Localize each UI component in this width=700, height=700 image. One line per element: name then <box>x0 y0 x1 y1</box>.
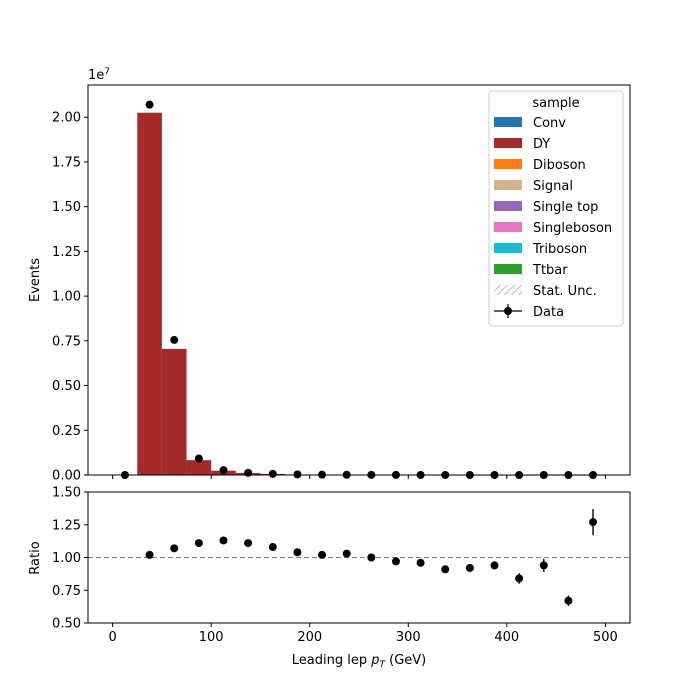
ratio-y-axis-label: Ratio <box>28 541 43 574</box>
x-tick-label: 500 <box>593 630 618 645</box>
main-y-tick-label: 0.00 <box>52 469 81 484</box>
legend-label: Conv <box>533 116 566 131</box>
ratio-point <box>416 558 425 567</box>
legend-swatch-hatch <box>494 285 522 295</box>
legend-label: Stat. Unc. <box>533 284 597 299</box>
ratio-axes-frame <box>87 491 631 624</box>
legend-swatch <box>494 222 522 232</box>
ratio-point <box>170 544 179 553</box>
ratio-point <box>539 561 548 570</box>
ratio-x-axis-ticks: 0 100 200 300 400 500 <box>108 623 618 645</box>
legend-label: Diboson <box>533 158 586 173</box>
main-y-tick-label: 0.75 <box>52 334 81 349</box>
mc-bar-dy <box>186 460 212 475</box>
legend-swatch <box>494 180 522 190</box>
data-point <box>219 466 228 475</box>
main-y-axis-label: Events <box>28 258 43 302</box>
main-panel: 0.00 0.25 0.50 0.75 1.00 1.25 1.50 1.75 2.00 1e7… <box>28 67 631 484</box>
data-point <box>194 454 203 463</box>
legend-label: Triboson <box>532 242 587 257</box>
legend-swatch <box>494 117 522 127</box>
main-y-tick-label: 1.00 <box>52 290 81 305</box>
ratio-point <box>342 549 351 558</box>
legend-label: Single top <box>533 200 598 215</box>
main-y-tick-label: 1.75 <box>52 155 81 170</box>
main-y-tick-label: 0.50 <box>52 379 81 394</box>
ratio-point <box>465 563 474 572</box>
ratio-point <box>293 548 302 557</box>
legend-swatch <box>494 159 522 169</box>
legend-swatch <box>494 201 522 211</box>
ratio-point <box>219 536 228 545</box>
ratio-y-tick-label: 1.00 <box>52 551 81 566</box>
ratio-y-tick-label: 1.25 <box>52 518 81 533</box>
ratio-point <box>391 557 400 566</box>
mc-bar-dy <box>161 348 187 475</box>
legend-label: Signal <box>533 179 573 194</box>
ratio-y-tick-label: 0.75 <box>52 584 81 599</box>
x-tick-label: 100 <box>199 630 224 645</box>
main-y-tick-label: 2.00 <box>52 111 81 126</box>
x-axis-label: Leading lep pT (GeV) <box>292 653 426 670</box>
legend-label: Data <box>533 305 564 320</box>
ratio-point <box>564 596 573 605</box>
legend-swatch <box>494 243 522 253</box>
x-tick-label: 400 <box>494 630 519 645</box>
ratio-point <box>490 561 499 570</box>
data-point <box>170 335 179 344</box>
legend: sample Conv DY Diboson Signal Single top Sing… <box>488 90 624 327</box>
legend-label: Ttbar <box>532 263 568 278</box>
ratio-y-tick-label: 0.50 <box>52 617 81 632</box>
main-y-tick-label: 1.25 <box>52 245 81 260</box>
ratio-point <box>515 574 524 583</box>
data-point <box>293 470 302 479</box>
ratio-points <box>145 509 598 606</box>
ratio-point <box>367 553 376 562</box>
legend-label: Singleboson <box>533 221 612 236</box>
ratio-point <box>244 539 253 548</box>
main-y-axis-ticks: 0.00 0.25 0.50 0.75 1.00 1.25 1.50 1.75 2.00 <box>52 111 88 484</box>
legend-marker <box>504 307 512 315</box>
x-tick-label: 200 <box>297 630 322 645</box>
legend-frame <box>488 90 624 327</box>
main-y-tick-label: 0.25 <box>52 424 81 439</box>
legend-title: sample <box>532 96 579 111</box>
legend-swatch <box>494 138 522 148</box>
ratio-point <box>194 539 203 548</box>
ratio-y-tick-label: 1.50 <box>52 486 81 501</box>
data-point <box>145 100 154 109</box>
legend-swatch <box>494 264 522 274</box>
ratio-point <box>145 550 154 559</box>
y-offset-label: 1e7 <box>88 67 110 83</box>
main-y-tick-label: 1.50 <box>52 200 81 215</box>
mc-bar-dy <box>137 112 162 475</box>
ratio-point <box>441 565 450 574</box>
legend-entries: Conv DY Diboson Signal Single top Singleboson… <box>494 116 612 320</box>
ratio-y-axis-ticks: 0.50 0.75 1.00 1.25 1.50 <box>52 486 88 632</box>
x-tick-label: 300 <box>396 630 421 645</box>
x-tick-label: 0 <box>108 630 116 645</box>
main-x-axis-ticks <box>112 475 606 479</box>
data-point <box>268 469 277 478</box>
ratio-panel: 0.50 0.75 1.00 1.25 1.50 0 100 200 300 400 500 Ra… <box>28 486 631 670</box>
ratio-point <box>589 518 598 527</box>
ratio-point <box>268 543 277 552</box>
legend-label: DY <box>533 137 550 152</box>
ratio-point <box>318 550 327 559</box>
main-axes-frame <box>87 84 631 476</box>
data-point <box>244 468 253 477</box>
